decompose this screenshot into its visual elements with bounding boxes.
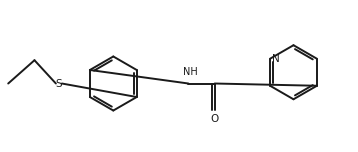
Text: NH: NH (183, 67, 198, 77)
Text: O: O (211, 114, 219, 124)
Text: S: S (55, 78, 62, 88)
Text: N: N (272, 54, 280, 64)
